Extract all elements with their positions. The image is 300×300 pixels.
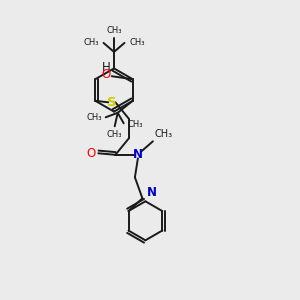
Text: O: O <box>87 147 96 160</box>
Text: CH₃: CH₃ <box>154 129 172 139</box>
Text: S: S <box>107 96 117 109</box>
Text: H: H <box>101 61 110 74</box>
Text: O: O <box>101 68 110 81</box>
Text: CH₃: CH₃ <box>107 130 122 139</box>
Text: N: N <box>147 186 157 199</box>
Text: N: N <box>133 148 143 161</box>
Text: CH₃: CH₃ <box>106 26 122 35</box>
Text: CH₃: CH₃ <box>87 113 102 122</box>
Text: CH₃: CH₃ <box>129 38 145 47</box>
Text: CH₃: CH₃ <box>127 120 143 129</box>
Text: CH₃: CH₃ <box>83 38 99 47</box>
